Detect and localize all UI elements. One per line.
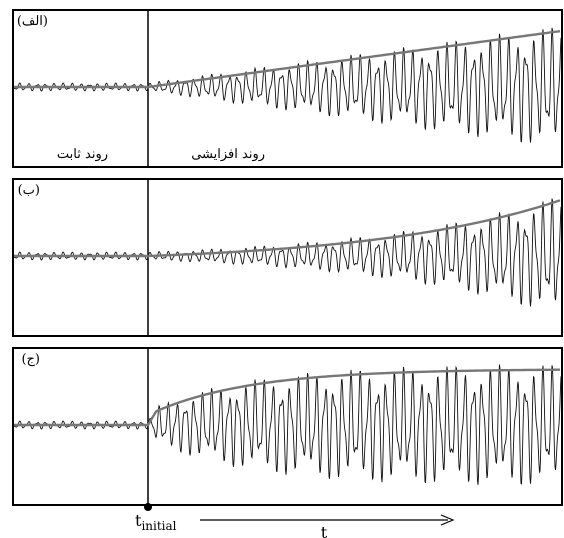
time-axis-label: t [321,523,328,538]
panel-a-trend-line [14,29,561,89]
panel-a-right-region-label: روند افزایشی [191,147,265,162]
time-arrow-head [440,514,455,526]
panel-a-label: (الف) [17,14,48,29]
panel-b-signal [13,198,562,307]
panel-a: (الف) روند ثابت روند افزایشی [12,9,563,168]
panel-a-left-region-label: روند ثابت [57,147,108,162]
panel-a-frame [12,9,563,168]
tinitial-label: tinitial [135,511,177,533]
panel-b-frame [12,178,563,337]
panel-b: (ب) [12,178,563,337]
panel-b-trend-line [14,199,561,258]
panel-a-signal [13,27,562,143]
panel-c-label: (ج) [21,352,40,367]
time-axis: tinitial t [135,503,455,538]
tinitial-marker [144,503,152,511]
panel-b-label: (ب) [18,183,40,198]
panel-c-frame [12,347,563,506]
panel-c-trend-line [14,368,561,427]
panel-c: (ج) [12,347,563,507]
